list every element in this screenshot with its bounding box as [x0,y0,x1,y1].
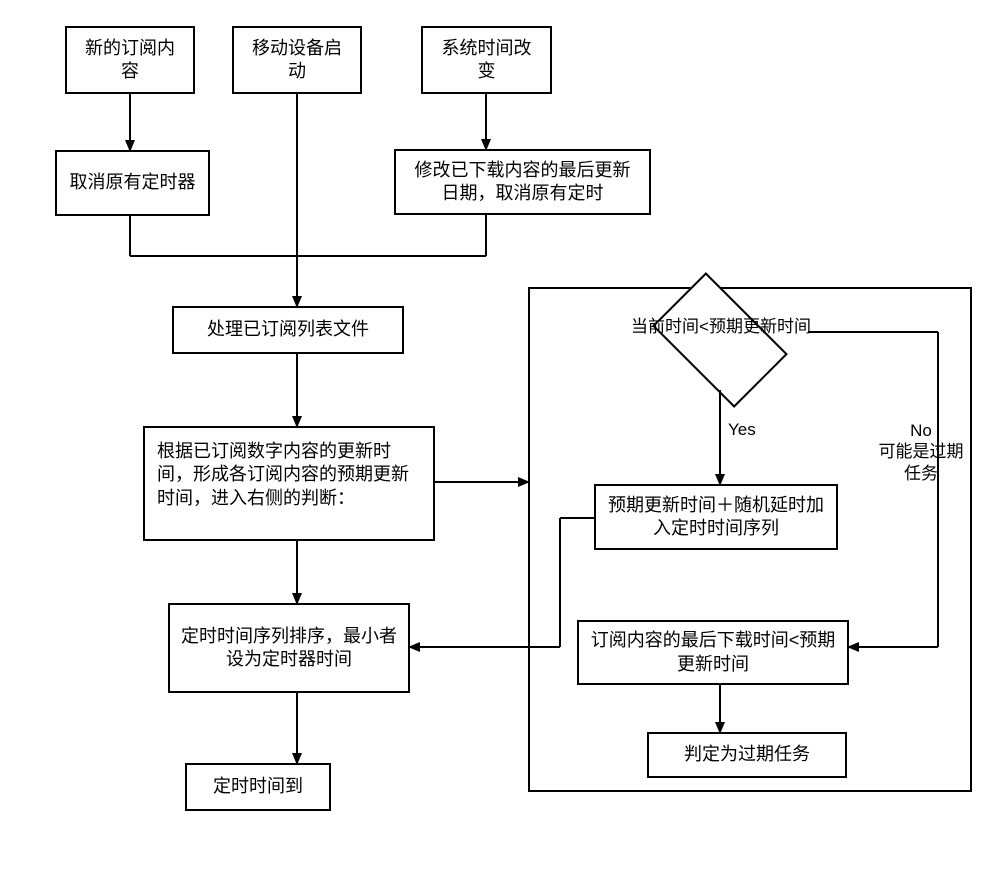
node-add-delay: 预期更新时间＋随机延时加入定时时间序列 [594,484,838,550]
node-label: 处理已订阅列表文件 [207,318,369,341]
node-label: 移动设备启动 [244,37,350,84]
decision-label: 当前时间<预期更新时间 [614,316,828,337]
node-time-changed: 系统时间改变 [421,26,552,94]
node-modify-update-date: 修改已下载内容的最后更新日期，取消原有定时 [394,149,651,215]
node-overdue-task: 判定为过期任务 [647,732,847,778]
node-label: 判定为过期任务 [684,743,810,766]
node-cancel-timer: 取消原有定时器 [55,150,210,216]
node-new-subscription: 新的订阅内容 [65,26,195,94]
node-label: 定时时间序列排序，最小者设为定时器时间 [180,625,398,672]
node-label: 根据已订阅数字内容的更新时间，形成各订阅内容的预期更新时间，进入右侧的判断： [157,440,421,510]
node-label: 新的订阅内容 [77,37,183,84]
node-label: 取消原有定时器 [70,171,196,194]
node-label: 预期更新时间＋随机延时加入定时时间序列 [606,494,826,541]
yes-label: Yes [728,419,756,440]
node-process-list: 处理已订阅列表文件 [172,306,404,354]
node-form-expected: 根据已订阅数字内容的更新时间，形成各订阅内容的预期更新时间，进入右侧的判断： [143,426,435,541]
node-label: 订阅内容的最后下载时间<预期更新时间 [589,629,837,676]
node-label: 系统时间改变 [433,37,540,84]
node-label: 修改已下载内容的最后更新日期，取消原有定时 [406,159,639,206]
node-sort-sequence: 定时时间序列排序，最小者设为定时器时间 [168,603,410,693]
node-timer-expired: 定时时间到 [185,763,331,811]
node-device-boot: 移动设备启动 [232,26,362,94]
no-label: No可能是过期任务 [876,420,966,484]
node-label: 定时时间到 [213,775,303,798]
node-last-download-compare: 订阅内容的最后下载时间<预期更新时间 [577,620,849,685]
